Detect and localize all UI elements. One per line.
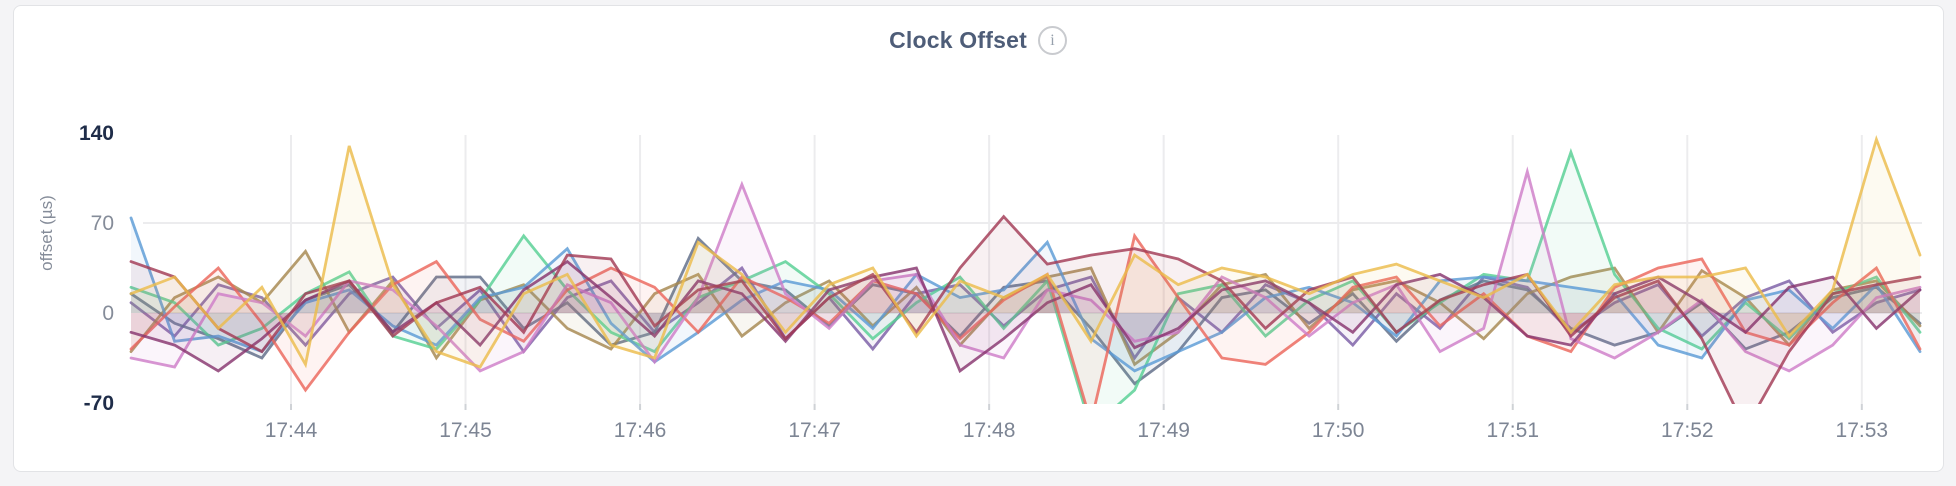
chart-header: Clock Offset i (0, 26, 1956, 55)
series-area-series-3 (131, 251, 1920, 365)
x-tick-label: 17:52 (1661, 419, 1714, 442)
grid-lines (143, 135, 1922, 410)
x-tick-label: 17:49 (1137, 419, 1190, 442)
series-line-series-2 (129, 236, 1922, 386)
chart-card (13, 5, 1944, 472)
x-tick-label: 17:51 (1486, 419, 1539, 442)
x-tick-label: 17:53 (1836, 419, 1889, 442)
y-tick-label: 140 (79, 122, 114, 145)
x-tick-label: 17:50 (1312, 419, 1365, 442)
series-area-series-7 (131, 171, 1920, 371)
series-line-series-9 (129, 214, 1922, 404)
x-tick-label: 17:47 (788, 419, 841, 442)
x-tick-label: 17:46 (614, 419, 667, 442)
series-area-series-8 (131, 261, 1920, 371)
info-icon[interactable]: i (1037, 26, 1067, 55)
chart-title: Clock Offset (889, 27, 1027, 53)
series-area-series-5 (131, 217, 1920, 371)
series-area-series-4 (131, 152, 1920, 404)
series-area-series-9 (131, 216, 1920, 404)
x-tick-label: 17:44 (265, 419, 318, 442)
y-tick-label: 0 (102, 302, 114, 325)
x-tick-label: 17:45 (439, 419, 492, 442)
chart-plot-area[interactable] (131, 92, 1920, 404)
y-tick-label: 70 (91, 212, 114, 235)
y-axis-label: offset (µs) (37, 195, 56, 271)
series-line-series-7 (129, 166, 1922, 373)
series-area-series-10 (131, 139, 1920, 367)
x-tick-label: 17:48 (963, 419, 1016, 442)
axis-labels: 17:44 17:45 17:46 17:47 17:48 17:49 17:50 17:51… (37, 122, 1888, 442)
series-line-series-10 (129, 134, 1922, 369)
series-area-series-2 (131, 238, 1920, 384)
y-tick-label: -70 (84, 392, 114, 415)
series-group (129, 134, 1922, 404)
